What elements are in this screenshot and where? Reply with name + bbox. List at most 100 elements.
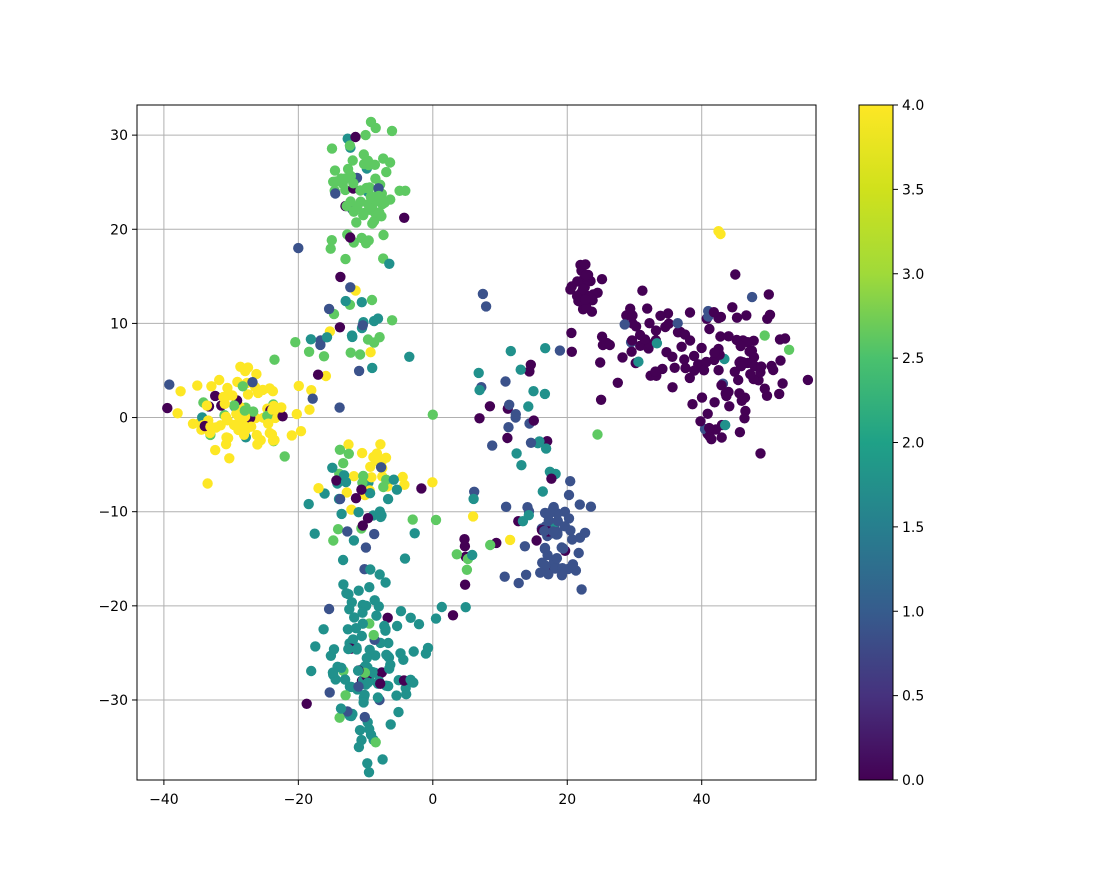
data-point xyxy=(585,501,597,512)
data-point xyxy=(619,319,630,330)
data-point xyxy=(537,486,548,497)
data-point xyxy=(565,284,576,295)
data-point xyxy=(531,535,542,546)
data-point xyxy=(305,334,317,345)
data-point xyxy=(344,604,355,615)
data-point xyxy=(235,361,246,372)
data-point xyxy=(293,380,304,392)
data-point xyxy=(229,400,240,411)
data-point xyxy=(715,228,726,240)
data-point xyxy=(356,447,368,459)
data-point xyxy=(334,402,345,413)
data-point xyxy=(420,648,432,659)
data-point xyxy=(413,619,425,630)
data-point xyxy=(731,312,743,323)
data-point xyxy=(353,507,364,518)
data-point xyxy=(381,166,392,178)
data-point xyxy=(480,301,492,312)
data-point xyxy=(343,448,354,459)
data-point xyxy=(365,347,376,358)
data-point xyxy=(344,140,356,151)
data-point xyxy=(290,337,301,348)
data-point xyxy=(730,269,741,280)
data-point xyxy=(375,439,386,450)
colorbar xyxy=(858,104,894,781)
data-point xyxy=(374,569,385,580)
data-point xyxy=(667,382,678,393)
data-point xyxy=(340,690,351,701)
data-point xyxy=(416,483,427,494)
data-point xyxy=(222,415,233,426)
data-point xyxy=(362,334,374,345)
data-point xyxy=(318,624,329,635)
data-point xyxy=(596,274,608,285)
data-point xyxy=(756,361,767,372)
data-point xyxy=(192,380,203,391)
data-point xyxy=(468,493,479,505)
data-point xyxy=(206,381,217,392)
data-point xyxy=(650,366,661,377)
data-point xyxy=(505,345,516,357)
data-point xyxy=(318,351,330,362)
x-tick-label: 40 xyxy=(693,792,711,808)
data-point xyxy=(301,698,312,709)
data-point xyxy=(626,346,637,357)
data-point xyxy=(447,610,459,621)
data-point xyxy=(802,374,814,386)
data-point xyxy=(263,418,274,429)
data-point xyxy=(369,528,380,540)
data-point xyxy=(341,487,352,498)
data-point xyxy=(701,356,712,368)
colorbar-ticks: 0.0 0.5 1.0 1.5 2.0 2.5 3.0 3.5 4.0 xyxy=(893,98,924,789)
data-point xyxy=(528,386,539,397)
data-point xyxy=(340,184,351,196)
data-point xyxy=(759,330,770,341)
data-point xyxy=(720,388,731,399)
data-point xyxy=(739,413,750,424)
data-point xyxy=(704,422,715,434)
data-point xyxy=(774,388,785,400)
data-point xyxy=(644,318,655,329)
data-point xyxy=(459,579,471,590)
data-point xyxy=(328,644,340,655)
data-point xyxy=(324,687,335,698)
data-point xyxy=(720,419,731,431)
data-point xyxy=(352,665,364,676)
data-point xyxy=(579,527,591,538)
data-point xyxy=(347,155,358,166)
data-point xyxy=(349,612,360,623)
data-point xyxy=(552,515,563,527)
data-point xyxy=(727,302,738,313)
data-point xyxy=(343,439,354,450)
data-point xyxy=(350,493,362,504)
data-point xyxy=(374,207,385,218)
data-point xyxy=(304,404,315,415)
data-point xyxy=(384,663,395,674)
data-point xyxy=(370,737,381,748)
data-point xyxy=(373,183,384,194)
x-tick-label: −40 xyxy=(149,792,179,808)
data-point xyxy=(364,582,375,593)
colorbar-tick-label: 3.5 xyxy=(902,182,924,198)
data-point xyxy=(345,347,356,358)
data-point xyxy=(580,270,592,281)
data-point xyxy=(364,644,375,655)
data-point xyxy=(386,315,398,326)
data-point xyxy=(366,294,378,306)
data-point xyxy=(251,368,262,380)
data-point xyxy=(356,484,367,495)
data-point xyxy=(373,190,384,202)
x-tick-label: 0 xyxy=(428,792,437,808)
data-point xyxy=(461,564,473,575)
colorbar-tick-label: 0.0 xyxy=(902,773,924,789)
data-point xyxy=(735,340,746,352)
data-point xyxy=(336,662,347,673)
data-point xyxy=(474,384,485,396)
data-point xyxy=(500,501,512,512)
data-point xyxy=(573,547,584,559)
data-point xyxy=(540,443,552,454)
data-point xyxy=(759,383,770,394)
data-point xyxy=(733,374,744,386)
data-point xyxy=(559,521,571,532)
data-point xyxy=(338,458,349,469)
